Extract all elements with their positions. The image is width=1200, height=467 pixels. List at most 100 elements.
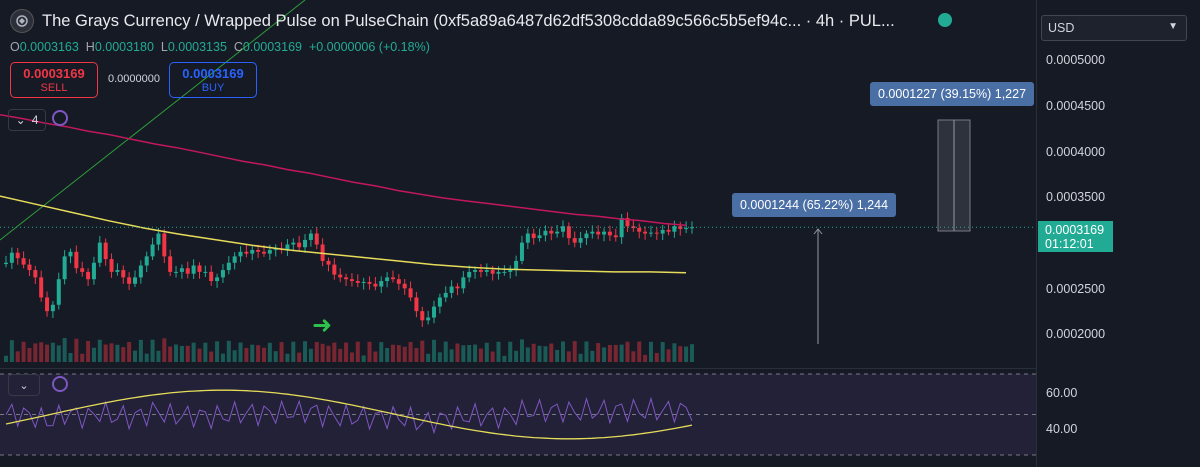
change-value: +0.0000006 (+0.18%) <box>308 40 430 54</box>
volume-bar <box>191 342 196 362</box>
candle <box>45 297 50 312</box>
moving-average-slow <box>0 114 687 227</box>
indicators-toggle[interactable]: ⌄ 4 <box>8 109 46 131</box>
current-price-tag: 0.0003169 01:12:01 <box>1038 221 1113 252</box>
volume-bar <box>367 341 372 362</box>
candle <box>672 226 677 232</box>
rsi-chart[interactable] <box>0 369 1036 467</box>
candle <box>197 265 202 272</box>
volume-bar <box>74 338 79 362</box>
arrow-right-icon[interactable]: ➜ <box>312 312 333 339</box>
volume-bar <box>86 340 91 362</box>
candle <box>156 233 161 245</box>
candle <box>373 283 378 287</box>
candle <box>361 281 366 283</box>
candle <box>174 271 179 273</box>
volume-bar <box>115 344 120 362</box>
candle <box>91 262 96 280</box>
candle <box>121 270 126 278</box>
price-axis-border <box>1036 0 1037 467</box>
volume-bar <box>45 344 50 362</box>
volume-bar <box>121 347 126 362</box>
candle <box>596 231 601 235</box>
candle <box>15 252 20 259</box>
spread-value: 0.0000000 <box>108 73 160 85</box>
currency-select[interactable]: USD ▼ <box>1041 15 1187 41</box>
volume-bar <box>127 342 132 362</box>
trend-line <box>0 0 306 241</box>
candle <box>179 268 184 272</box>
volume-bar <box>203 342 208 362</box>
volume-bar <box>514 350 519 362</box>
buy-button[interactable]: 0.0003169 BUY <box>169 62 257 98</box>
volume-bar <box>373 351 378 362</box>
candle <box>602 231 607 235</box>
candle <box>285 244 290 250</box>
candle <box>74 251 79 269</box>
rsi-collapse-button[interactable]: ⌄ <box>8 374 40 396</box>
candle <box>9 252 14 263</box>
high-label: H <box>85 40 95 54</box>
symbol-title[interactable]: The Grays Currency / Wrapped Pulse on Pu… <box>42 11 895 30</box>
candle <box>385 277 390 282</box>
volume-bar <box>625 341 630 362</box>
volume-bar <box>572 341 577 362</box>
candle <box>426 317 431 321</box>
volume-bar <box>103 344 108 362</box>
candle <box>355 281 360 283</box>
volume-bar <box>455 343 460 362</box>
volume-bar <box>684 346 689 362</box>
candle <box>127 277 132 284</box>
volume-bar <box>138 339 143 362</box>
candle <box>185 268 190 274</box>
volume-bar <box>355 341 360 362</box>
volume-bar <box>607 344 612 362</box>
candle <box>607 231 612 236</box>
candle <box>561 226 566 232</box>
volume-bar <box>144 353 149 362</box>
sell-button[interactable]: 0.0003169 SELL <box>10 62 98 98</box>
pane-divider[interactable] <box>0 368 1036 369</box>
volume-bar <box>402 346 407 362</box>
candle <box>115 270 120 272</box>
volume-bar <box>525 347 530 362</box>
volume-bar <box>555 349 560 362</box>
volume-bar <box>631 351 636 362</box>
price-axis-tick: 0.0004500 <box>1046 99 1106 113</box>
volume-bar <box>15 351 20 362</box>
price-chart[interactable] <box>0 0 1036 368</box>
candle <box>308 233 313 240</box>
candle <box>27 264 32 271</box>
volume-bar <box>590 350 595 362</box>
volume-bar <box>338 348 343 362</box>
volume-bar <box>109 343 114 362</box>
volume-bar <box>531 343 536 362</box>
volume-bar <box>80 353 85 362</box>
volume-bar <box>267 342 272 362</box>
measure-label-upper[interactable]: 0.0001227 (39.15%) 1,227 <box>870 82 1035 106</box>
volume-bar <box>449 349 454 362</box>
candle <box>86 271 91 280</box>
volume-bar <box>619 344 624 362</box>
volume-bar <box>27 348 32 362</box>
volume-bar <box>250 344 255 362</box>
candle <box>39 277 44 298</box>
chart-title-bar: The Grays Currency / Wrapped Pulse on Pu… <box>10 8 895 34</box>
candle <box>420 311 425 321</box>
currency-value: USD <box>1048 21 1075 35</box>
volume-bar <box>390 344 395 362</box>
volume-bar <box>308 348 313 362</box>
candle <box>531 233 536 239</box>
rsi-indicator-icon[interactable] <box>52 376 68 392</box>
volume-bar <box>613 344 618 362</box>
candle <box>461 277 466 289</box>
chevron-down-icon: ⌄ <box>19 379 29 392</box>
volume-bar <box>209 351 214 362</box>
candle <box>338 274 343 278</box>
candle <box>232 256 237 263</box>
volume-bar <box>56 345 61 362</box>
indicator-count: 4 <box>31 113 39 127</box>
measure-label-lower[interactable]: 0.0001244 (65.22%) 1,244 <box>732 193 897 217</box>
candle <box>97 242 102 263</box>
indicator-icon[interactable] <box>52 110 68 126</box>
